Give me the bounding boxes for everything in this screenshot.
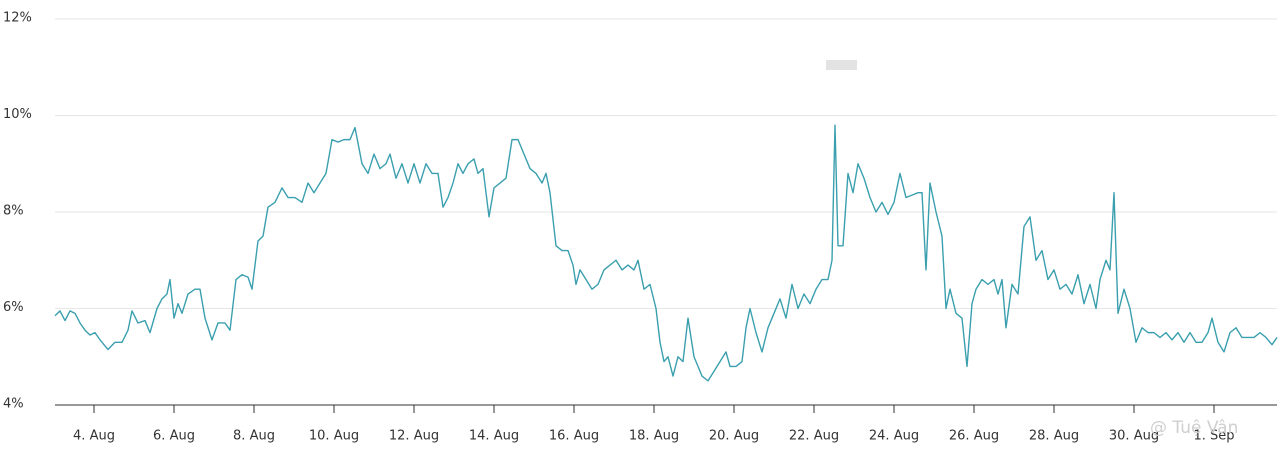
- x-tick-label: 6. Aug: [153, 429, 195, 444]
- watermark: @ Tuệ Vân: [1150, 418, 1238, 438]
- x-tick-label: 16. Aug: [549, 429, 599, 444]
- x-tick-label: 10. Aug: [309, 429, 359, 444]
- x-tick-label: 24. Aug: [869, 429, 919, 444]
- x-tick-label: 14. Aug: [469, 429, 519, 444]
- x-tick-label: 26. Aug: [949, 429, 999, 444]
- y-tick-label: 8%: [3, 204, 24, 219]
- x-tick-label: 20. Aug: [709, 429, 759, 444]
- x-tick-label: 1. Sep: [1193, 429, 1234, 444]
- y-tick-label: 4%: [3, 397, 24, 412]
- y-tick-label: 6%: [3, 300, 24, 315]
- x-tick-label: 12. Aug: [389, 429, 439, 444]
- data-line: [54, 124, 1278, 382]
- legend-placeholder: [826, 60, 857, 70]
- x-tick-label: 30. Aug: [1109, 429, 1159, 444]
- x-tick-label: 28. Aug: [1029, 429, 1079, 444]
- x-tick-label: 22. Aug: [789, 429, 839, 444]
- x-tick-label: 18. Aug: [629, 429, 679, 444]
- y-tick-label: 10%: [3, 107, 32, 122]
- x-tick-label: 8. Aug: [233, 429, 275, 444]
- y-tick-label: 12%: [3, 11, 32, 26]
- x-tick-label: 4. Aug: [73, 429, 115, 444]
